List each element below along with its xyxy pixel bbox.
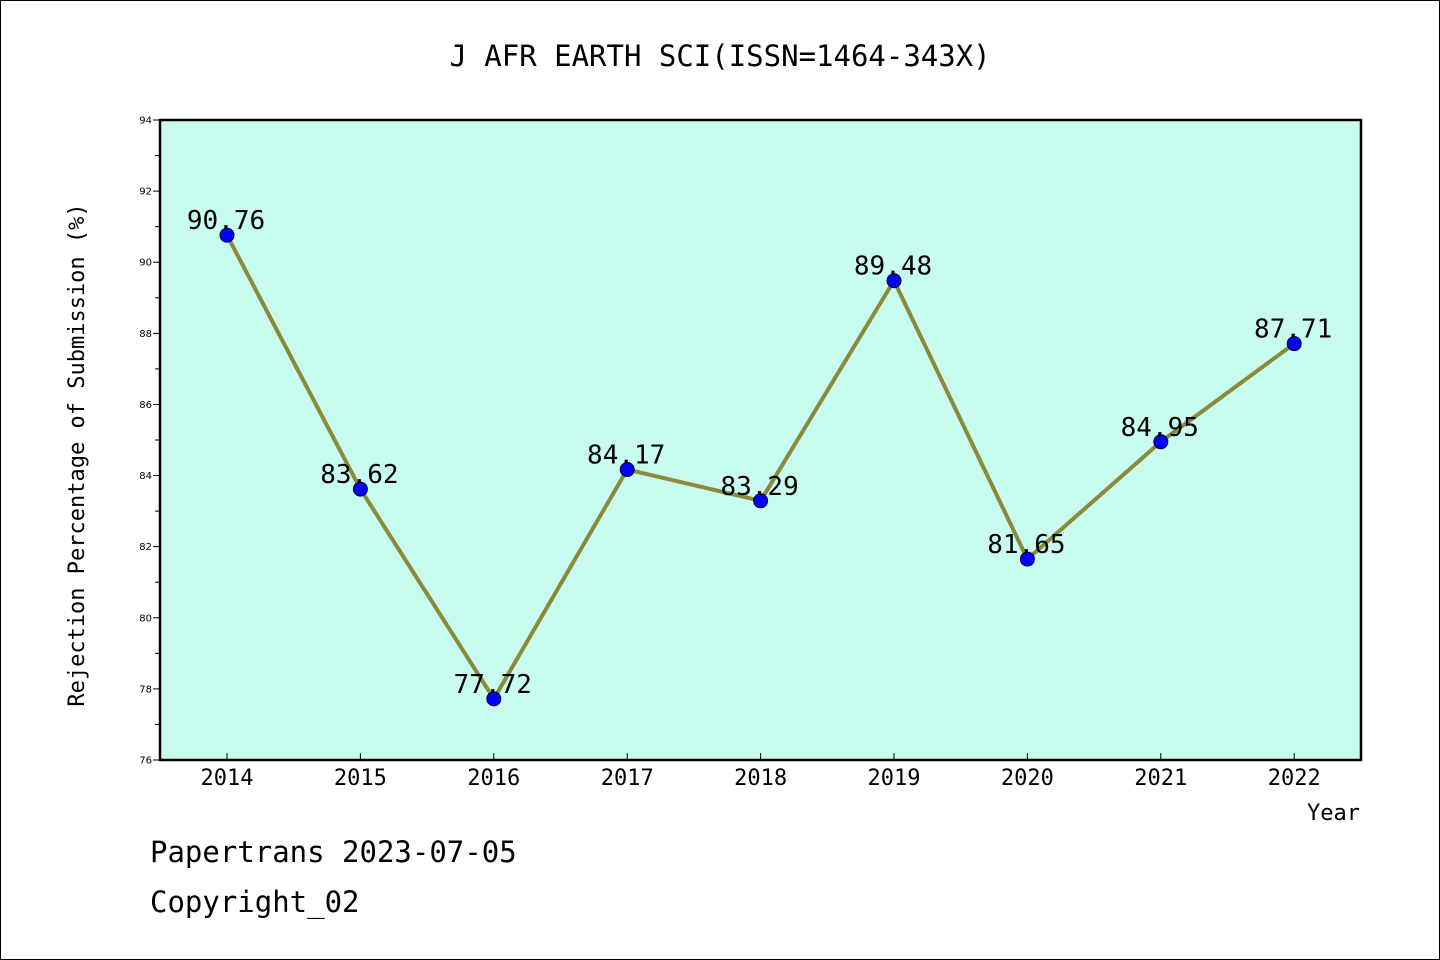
x-tick-label: 2021 xyxy=(1134,766,1187,791)
data-point xyxy=(1019,551,1035,567)
y-axis-label: Rejection Percentage of Submission (%) xyxy=(65,203,90,706)
y-tick-label: 86 xyxy=(139,400,152,411)
data-labels: 90.76 83.62 77.72 84.17 83.29 89.48 81.65 84.95… xyxy=(187,206,1332,700)
y-tick-label: 82 xyxy=(139,542,152,553)
footer-source: Papertrans 2023-07-05 xyxy=(150,835,517,869)
data-label: 84.95 xyxy=(1121,413,1199,443)
data-point xyxy=(753,493,769,509)
data-point xyxy=(352,481,368,497)
data-point xyxy=(619,462,635,478)
data-point xyxy=(886,273,902,289)
data-label: 90.76 xyxy=(187,206,265,236)
data-point xyxy=(219,227,235,243)
data-label: 83.62 xyxy=(320,460,398,490)
y-tick-label: 90 xyxy=(139,258,152,269)
x-tick-label: 2018 xyxy=(734,766,787,791)
footer-copyright: Copyright_02 xyxy=(150,885,360,919)
y-tick-label: 76 xyxy=(139,756,152,767)
data-markers xyxy=(219,227,1302,707)
x-tick-label: 2016 xyxy=(467,766,520,791)
data-label: 87.71 xyxy=(1254,315,1332,345)
data-label: 89.48 xyxy=(854,252,932,282)
x-axis-label: Year xyxy=(1307,801,1360,826)
data-point xyxy=(1153,434,1169,450)
data-point xyxy=(486,691,502,707)
data-point xyxy=(1286,336,1302,352)
y-tick-label: 92 xyxy=(139,187,152,198)
x-tick-label: 2017 xyxy=(601,766,654,791)
x-axis: 2014 2015 2016 2017 2018 2019 2020 2021 2022 xyxy=(201,753,1321,791)
x-tick-label: 2015 xyxy=(334,766,387,791)
y-tick-label: 78 xyxy=(139,684,152,695)
data-label: 81.65 xyxy=(987,530,1065,560)
x-tick-label: 2014 xyxy=(201,766,254,791)
y-tick-label: 88 xyxy=(139,329,152,340)
x-tick-label: 2019 xyxy=(868,766,921,791)
x-tick-label: 2022 xyxy=(1268,766,1321,791)
data-label: 77.72 xyxy=(454,670,532,700)
y-tick-label: 84 xyxy=(139,471,152,482)
y-axis: 76 78 80 82 84 86 88 90 92 94 xyxy=(139,116,160,767)
data-label: 83.29 xyxy=(720,472,798,502)
data-label: 84.17 xyxy=(587,441,665,471)
chart-title: J AFR EARTH SCI(ISSN=1464-343X) xyxy=(449,39,990,73)
x-tick-label: 2020 xyxy=(1001,766,1054,791)
y-tick-label: 80 xyxy=(139,613,152,624)
y-tick-label: 94 xyxy=(139,116,152,127)
plot-border xyxy=(158,118,1363,762)
